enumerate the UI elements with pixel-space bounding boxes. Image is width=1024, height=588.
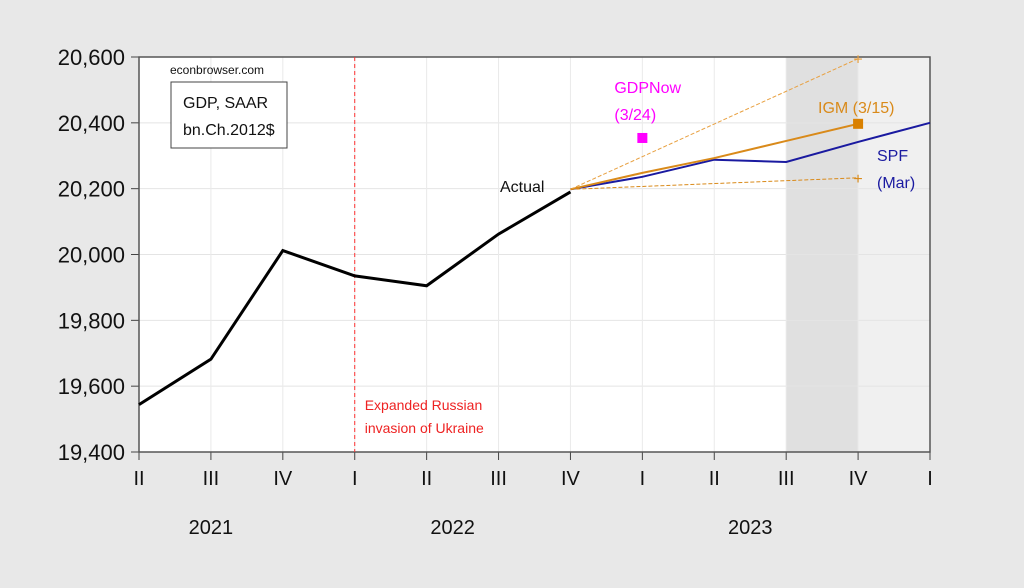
x-tick-label: IV (849, 468, 869, 490)
gdpnow-label: (3/24) (614, 107, 656, 124)
y-tick-label: 20,000 (58, 243, 125, 268)
series-line-igm-upper (570, 58, 859, 190)
spf-label: (Mar) (877, 175, 915, 192)
y-tick-label: 20,400 (58, 111, 125, 136)
y-tick-label: 20,600 (58, 45, 125, 70)
legend-text: GDP, SAAR (183, 95, 268, 112)
point-marker (637, 132, 648, 143)
y-tick-label: 19,400 (58, 440, 125, 465)
legend-text: bn.Ch.2012$ (183, 122, 275, 139)
x-tick-label: III (490, 468, 507, 490)
legend-box (170, 81, 288, 149)
series-line-actual (138, 190, 572, 406)
x-tick-label: I (352, 468, 358, 490)
x-tick-label: II (421, 468, 432, 490)
x-tick-label: II (133, 468, 144, 490)
plus-marker: + (853, 52, 862, 69)
x-tick-label: II (709, 468, 720, 490)
y-tick-label: 20,200 (58, 177, 125, 202)
y-tick-label: 19,600 (58, 374, 125, 399)
x-tick-label: I (927, 468, 933, 490)
source-label: econbrowser.com (170, 63, 264, 77)
x-tick-label: IV (273, 468, 293, 490)
plus-marker: + (853, 171, 862, 188)
series-line-igm-3-15- (570, 122, 859, 191)
x-tick-label: I (640, 468, 646, 490)
x-tick-label: III (203, 468, 220, 490)
actual-label: Actual (500, 179, 544, 196)
invasion-label: invasion of Ukraine (365, 420, 484, 436)
igm-label: IGM (3/15) (818, 100, 894, 117)
year-label: 2023 (728, 517, 773, 539)
point-marker (853, 118, 864, 129)
invasion-label: Expanded Russian (365, 397, 483, 413)
x-tick-label: IV (561, 468, 581, 490)
y-tick-label: 19,800 (58, 308, 125, 333)
year-label: 2022 (430, 517, 475, 539)
spf-label: SPF (877, 148, 908, 165)
plot-border (138, 56, 931, 453)
gdpnow-label: GDPNow (614, 80, 681, 97)
year-label: 2021 (189, 517, 234, 539)
x-tick-label: III (778, 468, 795, 490)
series-line-spf-mar- (570, 121, 931, 191)
